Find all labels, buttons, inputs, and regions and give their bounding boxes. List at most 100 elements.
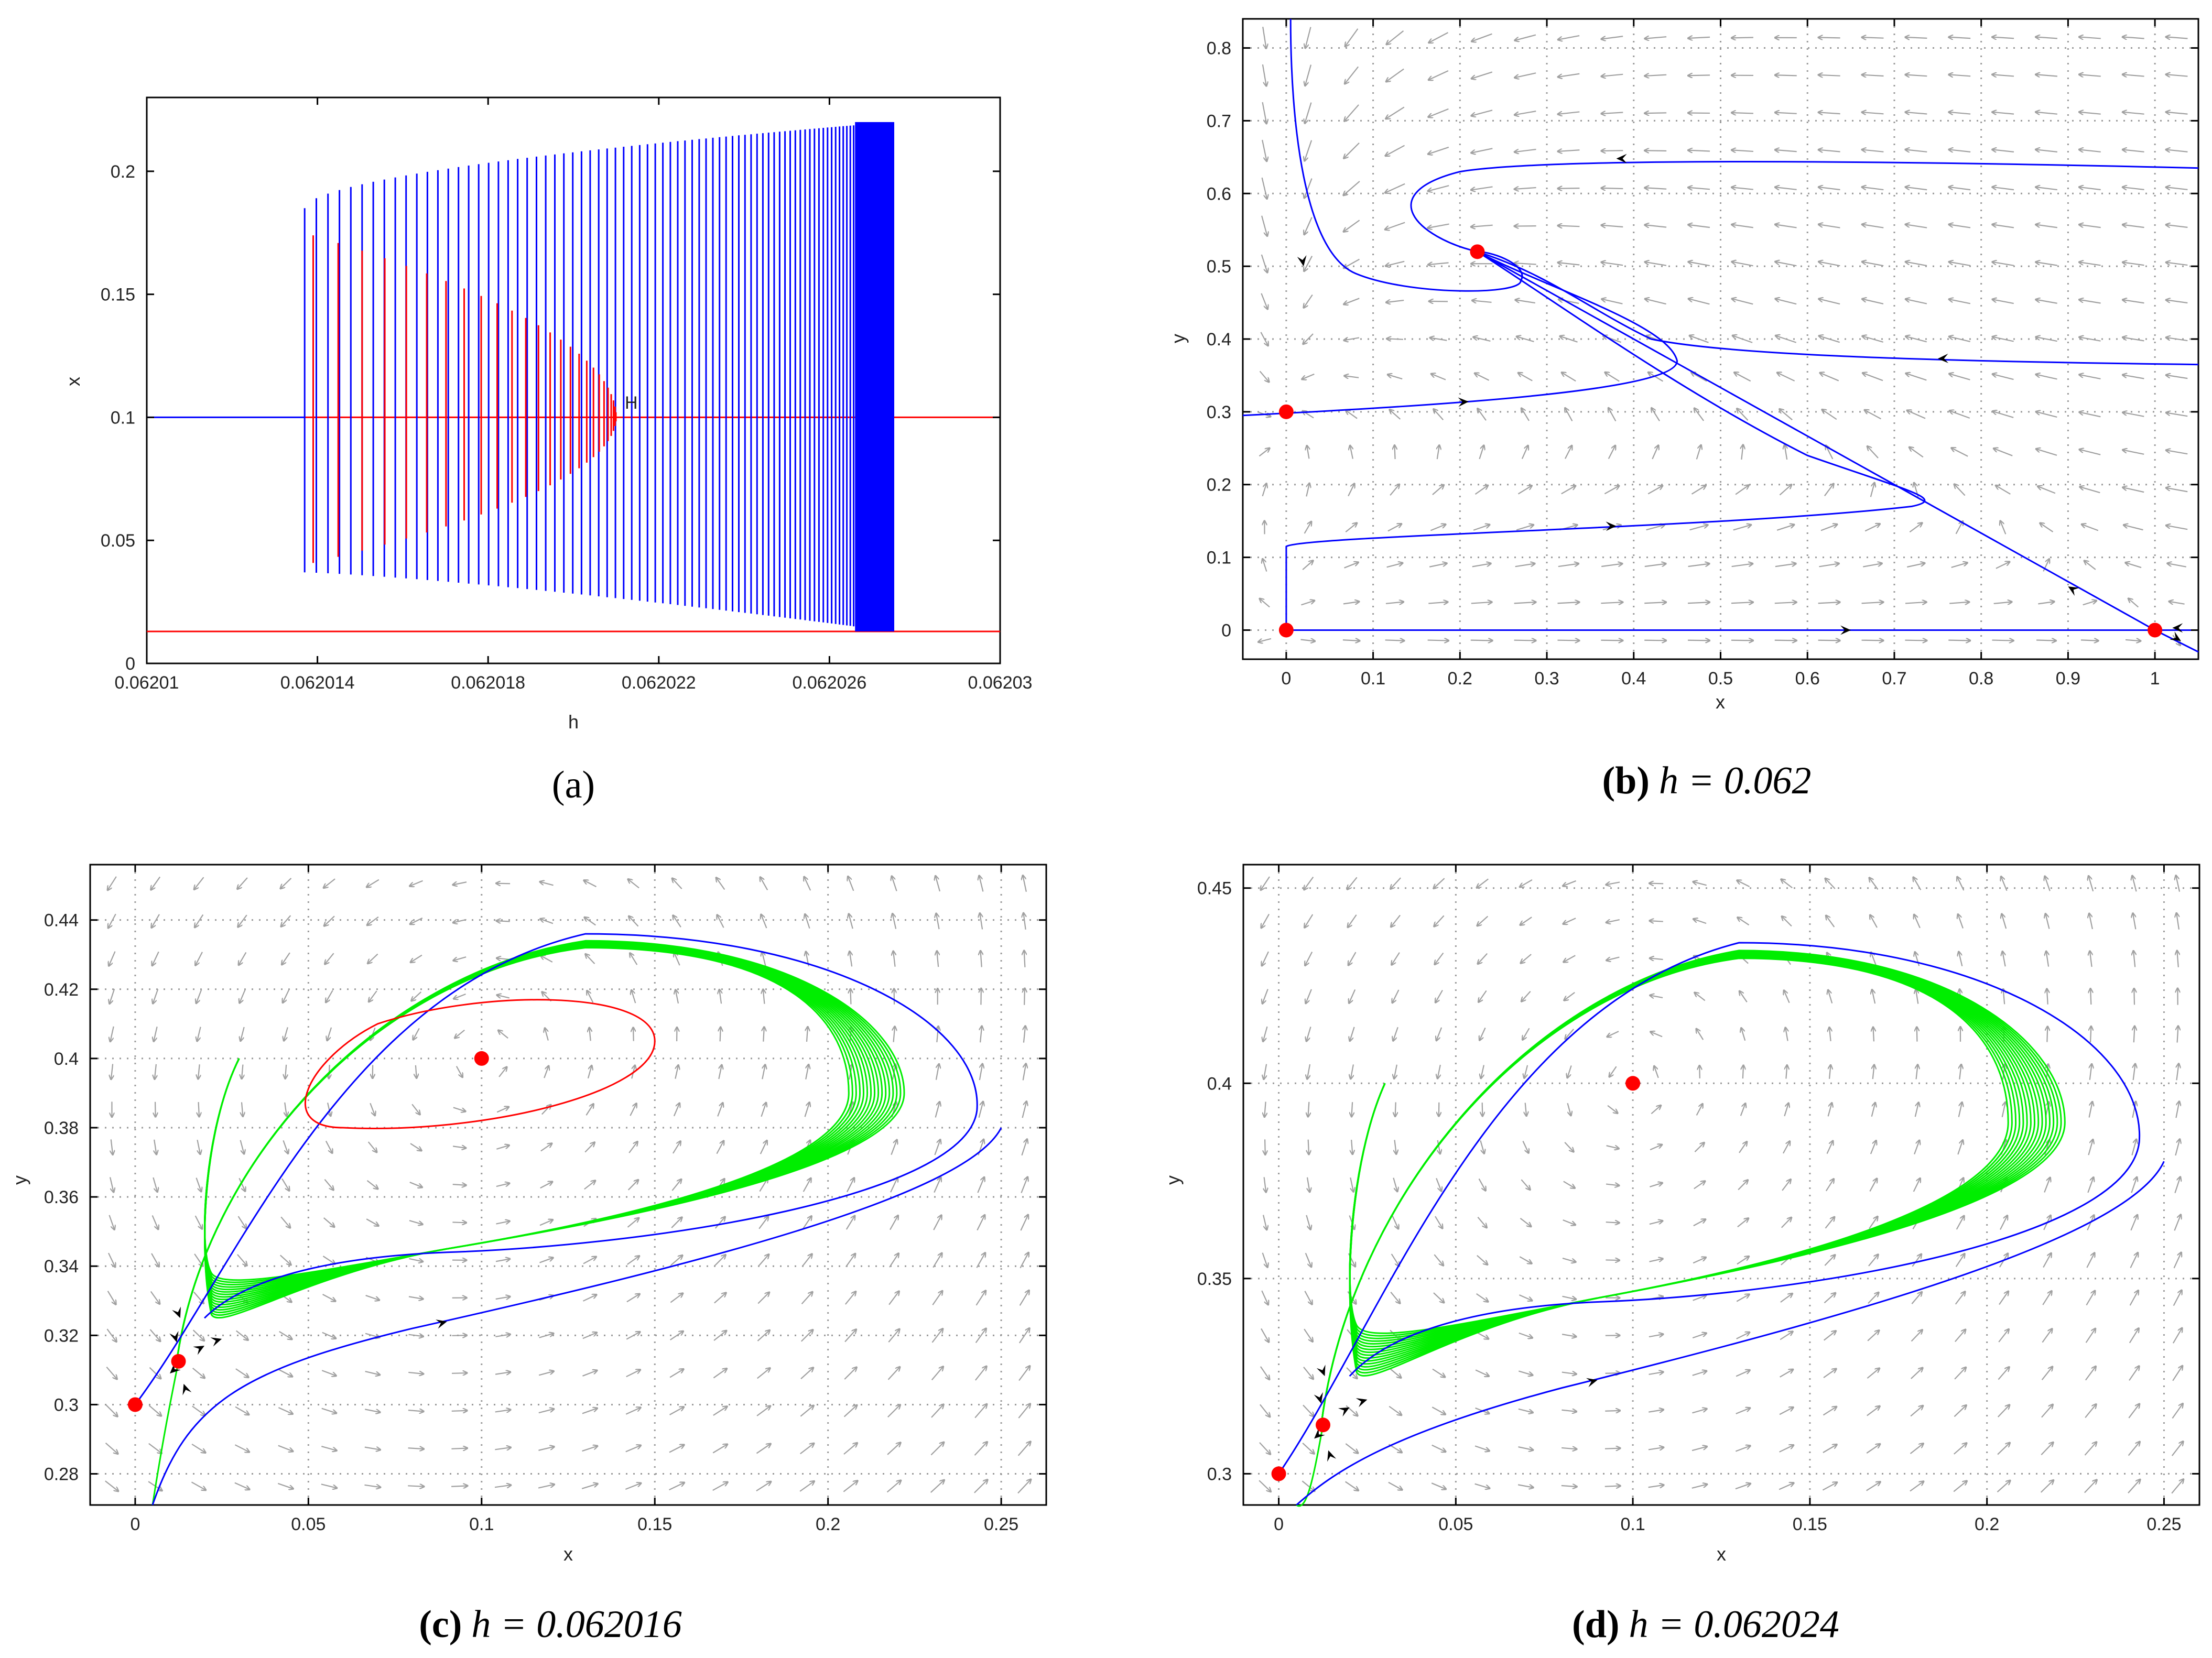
y-tick-label: 0.32	[44, 1326, 79, 1346]
x-tick-label: 0.6	[1795, 669, 1820, 689]
field-arrow	[192, 1405, 205, 1415]
field-arrow	[453, 919, 467, 923]
field-arrow	[1343, 220, 1360, 232]
field-arrow	[669, 1482, 685, 1491]
field-arrow	[1351, 1102, 1352, 1117]
field-arrow	[453, 1107, 466, 1111]
field-arrow	[1348, 914, 1357, 928]
field-arrow	[1912, 1254, 1921, 1267]
field-arrow	[2122, 112, 2144, 114]
field-arrow	[1390, 877, 1401, 889]
field-arrow	[110, 1026, 114, 1042]
field-arrow	[1434, 915, 1445, 926]
field-arrow	[408, 1486, 424, 1487]
field-arrow	[1302, 560, 1313, 570]
field-arrow	[1779, 1445, 1794, 1453]
field-arrow	[757, 1368, 771, 1379]
separatrix	[151, 1127, 1002, 1506]
field-arrow	[1262, 483, 1267, 497]
field-arrow	[976, 1252, 985, 1268]
field-arrow	[1736, 1294, 1749, 1302]
field-arrow	[453, 993, 466, 999]
caption-d: (d) h = 0.062024	[1572, 1603, 1839, 1646]
direction-arrow	[1297, 255, 1307, 267]
field-arrow	[238, 914, 247, 927]
field-arrow	[2040, 523, 2054, 532]
field-arrow	[1688, 564, 1710, 568]
field-arrow	[238, 952, 247, 965]
orbit	[176, 942, 891, 1362]
field-arrow	[1259, 448, 1270, 457]
field-arrow	[277, 1482, 294, 1489]
field-arrow	[1905, 37, 1927, 38]
field-arrow	[1689, 525, 1708, 531]
field-arrow	[1733, 525, 1751, 531]
field-arrow	[2175, 1139, 2180, 1156]
field-arrow	[1471, 148, 1493, 153]
field-arrow	[1775, 150, 1797, 151]
field-arrow	[364, 1447, 381, 1450]
field-arrow	[1017, 1479, 1031, 1494]
field-arrow	[584, 1181, 595, 1190]
field-arrow	[1998, 1367, 2009, 1380]
field-arrow	[627, 1180, 638, 1191]
field-arrow	[886, 1480, 902, 1493]
field-arrow	[843, 1480, 858, 1492]
field-arrow	[670, 1255, 682, 1266]
field-arrow	[888, 1291, 899, 1305]
field-arrow	[673, 1141, 681, 1154]
vector-field	[1258, 27, 2188, 646]
field-arrow	[843, 1405, 858, 1417]
field-arrow	[1474, 1483, 1490, 1489]
field-arrow	[2177, 1026, 2178, 1043]
field-arrow	[1959, 1064, 1961, 1079]
field-arrow	[582, 1294, 597, 1302]
field-arrow	[1260, 1404, 1270, 1417]
direction-arrow	[172, 1306, 181, 1318]
field-arrow	[1649, 1334, 1664, 1337]
field-arrow	[2128, 1479, 2140, 1493]
panel-a: 0.06201 0.062014 0.062018 0.062022 0.062026 0…	[62, 96, 1032, 806]
y-tick-label: 0.42	[44, 980, 79, 1000]
field-arrow	[2166, 37, 2188, 38]
field-arrow	[804, 877, 811, 891]
field-arrow	[2122, 37, 2144, 38]
field-arrow	[1688, 262, 1710, 267]
field-arrow	[1992, 149, 2014, 152]
field-arrow	[1692, 1333, 1707, 1339]
field-arrow	[1474, 485, 1488, 495]
field-arrow	[1862, 261, 1884, 267]
field-arrow	[1948, 187, 1971, 191]
x-tick-label: 0.3	[1534, 669, 1559, 689]
field-arrow	[1869, 878, 1879, 890]
field-arrow	[1385, 106, 1405, 118]
field-arrow	[1862, 149, 1884, 151]
field-arrow	[801, 1292, 813, 1305]
field-arrow	[111, 1139, 113, 1154]
field-arrow	[1433, 1292, 1444, 1303]
field-arrow	[1261, 1290, 1268, 1305]
field-arrow	[1949, 411, 1970, 419]
field-arrow	[1306, 1027, 1311, 1041]
field-arrow	[1736, 1370, 1750, 1377]
field-arrow	[1873, 1027, 1874, 1042]
field-arrow	[495, 1296, 511, 1299]
field-arrow	[370, 1103, 375, 1116]
y-tick-label: 0.1	[1207, 548, 1231, 568]
field-arrow	[888, 1329, 899, 1343]
field-arrow	[452, 1335, 467, 1336]
panel-c: 0 0.05 0.1 0.15 0.2 0.25 0.28 0.3 0.32 0.34 0.36 0.…	[9, 864, 1047, 1646]
field-arrow	[1521, 991, 1531, 1002]
field-arrow	[757, 1292, 769, 1304]
field-arrow	[1520, 1217, 1531, 1227]
field-arrow	[846, 1177, 854, 1193]
field-arrow	[1477, 915, 1489, 926]
bifurcation-marks	[147, 122, 1000, 632]
field-arrow	[1818, 299, 1840, 305]
field-arrow	[237, 1254, 247, 1266]
field-arrow	[1304, 521, 1311, 534]
x-tick-label: 0.1	[469, 1514, 494, 1534]
field-arrow	[803, 1178, 811, 1192]
field-arrow	[930, 1442, 944, 1456]
trajectory	[1477, 250, 2199, 366]
